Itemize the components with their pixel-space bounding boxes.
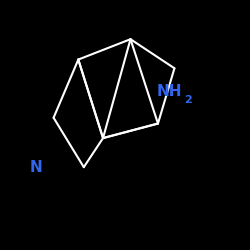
Text: NH: NH	[156, 84, 182, 99]
Text: N: N	[29, 160, 42, 175]
Text: 2: 2	[184, 95, 192, 105]
